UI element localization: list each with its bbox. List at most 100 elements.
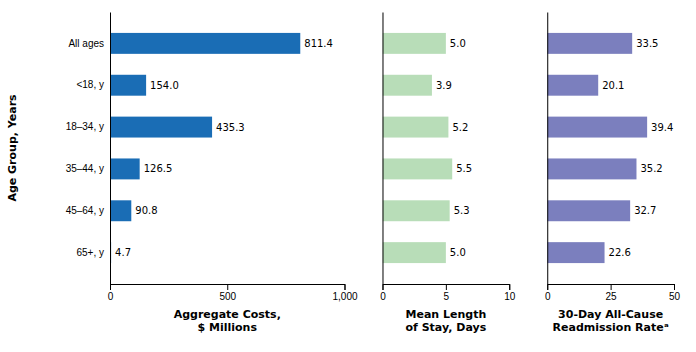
panel: 33.520.139.435.232.722.60255030-Day All-… xyxy=(545,13,681,334)
tick-label: 500 xyxy=(219,291,236,302)
axis-line xyxy=(382,13,383,285)
tick-mark xyxy=(509,284,510,290)
bar xyxy=(382,242,445,263)
x-axis: 0 25 50 xyxy=(545,284,681,302)
data-labels: 33.520.139.435.232.722.6 xyxy=(602,38,673,258)
x-tick: 5 xyxy=(444,284,450,302)
axis-title: Aggregate Costs,$ Millions xyxy=(174,308,281,334)
axis-line xyxy=(548,285,675,291)
data-label: 5.0 xyxy=(450,38,466,49)
x-tick: 0 xyxy=(380,284,386,302)
data-label: 90.8 xyxy=(135,205,157,216)
data-label: 20.1 xyxy=(602,80,624,91)
bar xyxy=(110,117,212,138)
y-tick: 35–44, y xyxy=(66,163,110,174)
tick-mark xyxy=(547,284,548,290)
bars xyxy=(110,33,300,263)
axis-title: Mean Lengthof Stay, Days xyxy=(405,308,486,334)
tick-label: 5 xyxy=(444,291,450,302)
axis-title-line: Mean Length xyxy=(405,308,486,321)
y-tick: 18–34, y xyxy=(66,121,110,132)
tick-mark xyxy=(110,284,111,290)
axis-title-line: Readmission Rateᵃ xyxy=(553,321,669,334)
bar xyxy=(547,242,604,263)
bar xyxy=(547,158,636,179)
tick-label: 18–34, y xyxy=(66,121,104,132)
x-tick: 1,000 xyxy=(332,284,357,302)
data-label: 22.6 xyxy=(609,247,631,258)
tick-mark xyxy=(227,284,228,290)
y-tick: 65+, y xyxy=(76,247,110,258)
axis-line xyxy=(111,285,345,291)
x-tick: 25 xyxy=(606,284,618,302)
x-tick: 50 xyxy=(669,284,681,302)
bar xyxy=(110,200,131,221)
tick-label: 10 xyxy=(504,291,516,302)
axis-title-line: $ Millions xyxy=(198,321,258,334)
data-label: 3.9 xyxy=(436,80,452,91)
bar xyxy=(382,200,449,221)
y-tick: All ages xyxy=(68,38,110,49)
tick-label: 0 xyxy=(545,291,551,302)
bar xyxy=(547,117,647,138)
tick-mark xyxy=(446,284,447,290)
bars xyxy=(547,33,647,263)
data-label: 5.0 xyxy=(450,247,466,258)
axis-line xyxy=(383,285,510,291)
tick-mark xyxy=(344,284,345,290)
y-tick: <18, y xyxy=(76,79,110,90)
data-label: 5.3 xyxy=(454,205,470,216)
tick-mark xyxy=(382,284,383,290)
x-axis: 0 5 10 xyxy=(380,284,516,302)
tick-label: <18, y xyxy=(76,79,104,90)
axis-line xyxy=(110,13,111,285)
axis-title: 30-Day All-CauseReadmission Rateᵃ xyxy=(553,308,669,334)
x-tick: 500 xyxy=(219,284,236,302)
x-axis: 0 500 1,000 xyxy=(108,284,358,302)
axis-title-line: Aggregate Costs, xyxy=(174,308,281,321)
y-axis xyxy=(547,13,548,285)
bar xyxy=(110,158,140,179)
axis-title: Age Group, Years xyxy=(6,94,19,202)
bar xyxy=(382,158,452,179)
x-tick: 0 xyxy=(545,284,551,302)
tick-label: 45–64, y xyxy=(66,205,104,216)
x-tick: 10 xyxy=(504,284,516,302)
axis-line xyxy=(547,13,548,285)
panel: 5.0 3.9 5.2 5.5 5.3 5.0 0 5 10 Mean Lengthof Stay… xyxy=(380,13,516,334)
bar xyxy=(110,33,300,54)
bar xyxy=(382,75,431,96)
tick-label: 0 xyxy=(108,291,114,302)
tick-mark xyxy=(674,284,675,290)
x-tick: 0 xyxy=(108,284,114,302)
bar xyxy=(547,33,632,54)
y-tick: 45–64, y xyxy=(66,205,110,216)
tick-mark xyxy=(611,284,612,290)
data-label: 4.7 xyxy=(115,247,131,258)
tick-label: 1,000 xyxy=(332,291,357,302)
chart: 811.4154.0435.3126.590.84.705001,000All … xyxy=(0,0,696,352)
tick-label: 50 xyxy=(669,291,681,302)
tick-label: 25 xyxy=(606,291,618,302)
data-label: 35.2 xyxy=(640,163,662,174)
tick-label: All ages xyxy=(68,38,104,49)
data-labels: 811.4154.0435.3126.590.84.7 xyxy=(115,38,333,258)
panel: 811.4154.0435.3126.590.84.705001,000All … xyxy=(6,13,358,334)
axis-title-line: of Stay, Days xyxy=(406,321,487,334)
data-label: 32.7 xyxy=(634,205,656,216)
data-label: 811.4 xyxy=(304,38,333,49)
y-axis: All ages <18, y 18–34, y 35–44, y 45–64, y 65… xyxy=(66,13,111,285)
bar xyxy=(547,200,630,221)
bars xyxy=(382,33,452,263)
tick-label: 65+, y xyxy=(76,247,104,258)
tick-label: 35–44, y xyxy=(66,163,104,174)
axis-title-line: 30-Day All-Cause xyxy=(558,308,663,321)
data-label: 5.5 xyxy=(456,163,472,174)
data-label: 5.2 xyxy=(452,122,468,133)
data-label: 154.0 xyxy=(150,80,179,91)
tick-label: 0 xyxy=(380,291,386,302)
data-label: 39.4 xyxy=(651,122,673,133)
bar xyxy=(382,33,445,54)
bar xyxy=(547,75,598,96)
y-axis xyxy=(382,13,383,285)
